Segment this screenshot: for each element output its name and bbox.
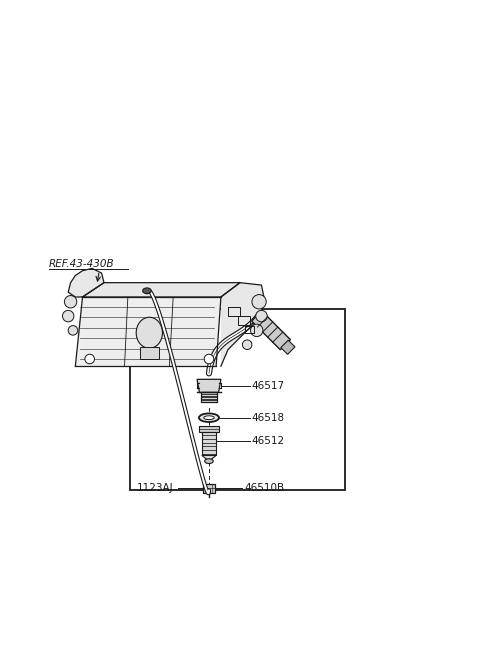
Circle shape <box>64 296 77 308</box>
Circle shape <box>242 340 252 350</box>
Ellipse shape <box>204 459 213 464</box>
Bar <box>202 432 216 455</box>
Bar <box>130 309 345 490</box>
Circle shape <box>252 295 266 309</box>
Polygon shape <box>221 283 264 366</box>
Text: 46510B: 46510B <box>245 483 285 493</box>
Polygon shape <box>202 455 216 461</box>
Ellipse shape <box>204 416 214 420</box>
Polygon shape <box>83 283 240 297</box>
Polygon shape <box>197 379 221 392</box>
Text: 46517: 46517 <box>252 381 285 391</box>
Text: 1123AJ: 1123AJ <box>137 483 173 493</box>
Ellipse shape <box>143 288 151 294</box>
Text: 46512: 46512 <box>252 436 285 446</box>
Circle shape <box>68 325 78 335</box>
Ellipse shape <box>199 413 219 422</box>
Bar <box>199 426 218 432</box>
Circle shape <box>85 354 95 364</box>
Polygon shape <box>252 311 290 350</box>
Circle shape <box>251 324 263 337</box>
Circle shape <box>62 310 74 322</box>
Polygon shape <box>201 392 217 401</box>
Ellipse shape <box>136 318 162 348</box>
Polygon shape <box>281 340 295 354</box>
Polygon shape <box>75 297 221 366</box>
Polygon shape <box>68 268 104 297</box>
Circle shape <box>256 310 267 322</box>
Bar <box>203 484 215 493</box>
Text: REF.43-430B: REF.43-430B <box>49 258 115 268</box>
Text: 46518: 46518 <box>252 413 285 422</box>
Circle shape <box>204 354 214 364</box>
Bar <box>140 347 159 359</box>
